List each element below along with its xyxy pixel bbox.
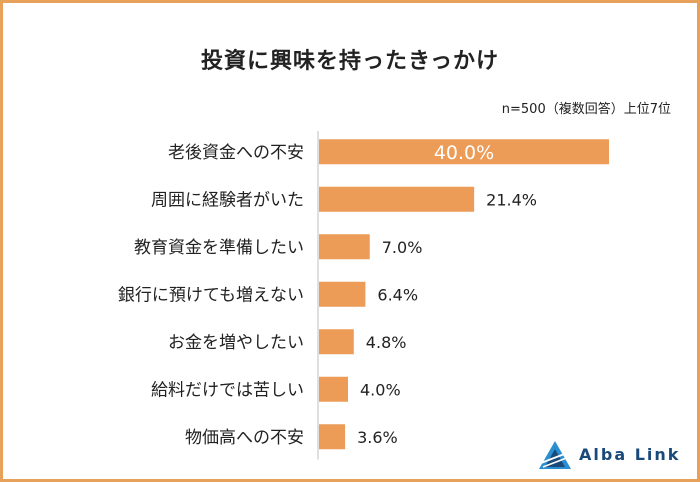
triangle-logo-icon (539, 441, 571, 469)
category-label: 老後資金への不安 (168, 143, 304, 163)
category-label: 教育資金を準備したい (134, 238, 304, 258)
value-label: 40.0% (434, 142, 494, 164)
brand-logo: Alba Link (537, 439, 687, 473)
category-label: お金を増やしたい (168, 333, 304, 353)
bar (319, 329, 354, 355)
category-label: 給料だけでは苦しい (151, 380, 304, 400)
bar-chart: 老後資金への不安 40.0% 周囲に経験者がいた 21.4% 教育資金を準備したい 7.0… (118, 131, 609, 460)
bar (319, 424, 346, 450)
bar (319, 139, 609, 165)
value-label: 6.4% (377, 285, 418, 304)
value-label: 4.0% (360, 380, 401, 399)
brand-name: Alba Link (579, 445, 681, 464)
bar (319, 186, 475, 212)
bar (319, 281, 366, 307)
value-label: 7.0% (382, 238, 423, 257)
chart-title: 投資に興味を持ったきっかけ (200, 49, 500, 74)
bar (319, 376, 348, 402)
sample-note: n=500（複数回答）上位7位 (501, 102, 671, 117)
value-label: 3.6% (357, 428, 398, 447)
bar (319, 234, 370, 260)
category-label: 物価高への不安 (185, 428, 304, 448)
category-label: 銀行に預けても増えない (118, 285, 304, 305)
value-label: 21.4% (486, 190, 537, 209)
value-label: 4.8% (366, 333, 407, 352)
category-label: 周囲に経験者がいた (151, 190, 304, 210)
